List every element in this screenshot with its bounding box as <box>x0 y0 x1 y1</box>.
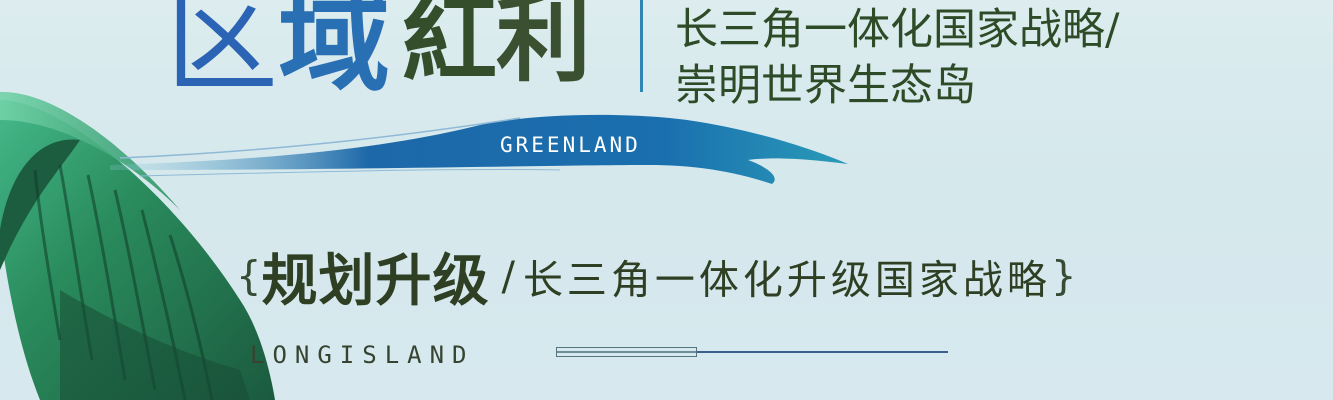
title-char-3: 紅 <box>402 0 498 95</box>
title-char-1: 区 <box>166 0 278 107</box>
title-divider <box>640 0 643 92</box>
subtitle-line-1: 长三角一体化国家战略/ <box>675 5 1120 55</box>
subtitle-line-2: 崇明世界生态岛 <box>675 61 976 111</box>
greenland-label: GREENLAND <box>500 133 641 157</box>
headline-strong: 规划升级 <box>261 248 490 314</box>
title-char-4: 利 <box>496 0 592 95</box>
main-title: 区 域 紅 利 <box>166 0 646 106</box>
title-char-2: 域 <box>278 0 390 107</box>
headline-open-brace: { <box>236 253 262 300</box>
decorative-line <box>697 351 948 353</box>
subtitle: 长三角一体化国家战略/ 崇明世界生态岛 <box>675 2 1295 114</box>
longisland-label: LONGISLAND <box>250 341 475 369</box>
headline-rest: 长三角一体化升级国家战略 <box>522 257 1051 304</box>
headline-close-brace: } <box>1050 253 1077 300</box>
decorative-box <box>556 347 697 357</box>
headline: {规划升级 / 长三角一体化升级国家战略} <box>236 236 1076 317</box>
banana-leaf-icon <box>0 80 280 400</box>
headline-separator: / <box>501 253 515 300</box>
